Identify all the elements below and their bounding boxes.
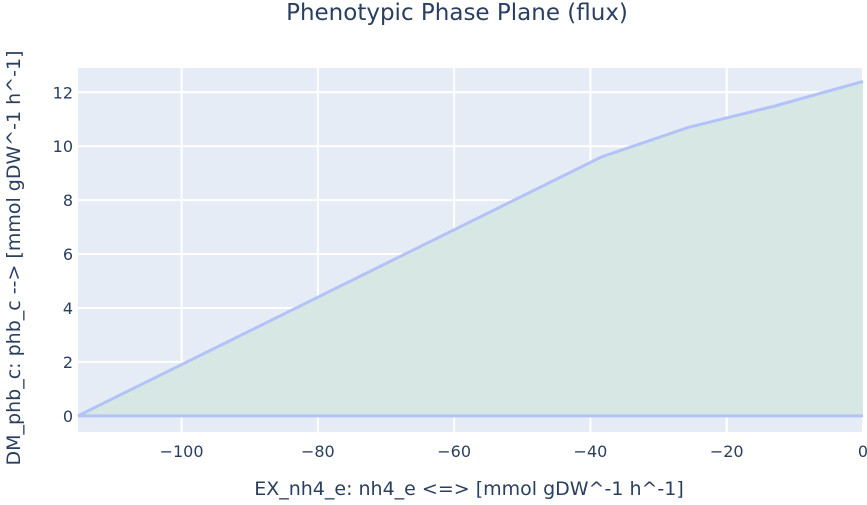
x-tick-label: 0 [858,442,867,461]
x-tick-label: −80 [301,442,335,461]
y-tick-label: 0 [63,407,73,426]
y-tick-label: 10 [53,137,73,156]
y-axis-title: DM_phb_c: phb_c --> [mmol gDW^-1 h^-1] [3,51,25,466]
x-tick-label: −100 [160,442,204,461]
chart-title: Phenotypic Phase Plane (flux) [286,0,628,26]
y-tick-label: 8 [63,191,73,210]
ticks: −100 −80 −60 −40 −20 0 0 2 4 6 8 10 12 [53,83,867,461]
y-tick-label: 4 [63,299,73,318]
upper-bound-line [77,80,864,418]
data-layer [77,80,864,418]
x-tick-label: −40 [574,442,608,461]
y-tick-label: 6 [63,245,73,264]
y-tick-label: 2 [63,353,73,372]
x-tick-label: −60 [437,442,471,461]
y-tick-label: 12 [53,83,73,102]
x-axis-title: EX_nh4_e: nh4_e <=> [mmol gDW^-1 h^-1] [254,478,684,500]
x-tick-label: −20 [710,442,744,461]
feasible-region-area [78,81,863,416]
